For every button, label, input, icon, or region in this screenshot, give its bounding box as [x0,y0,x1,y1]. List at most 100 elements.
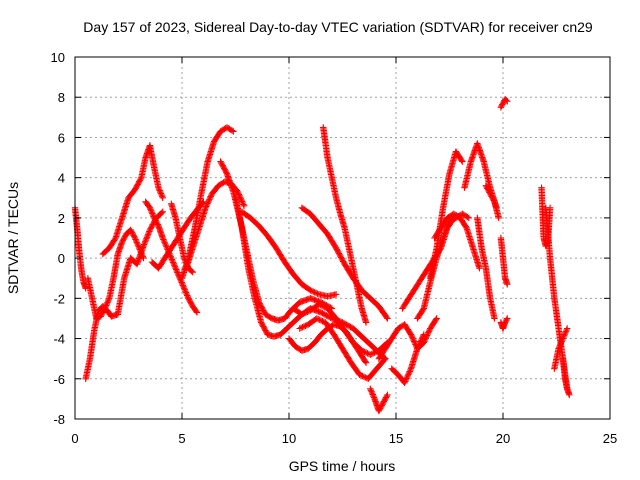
data-point [418,335,426,342]
data-point [409,335,417,342]
data-point [180,283,187,291]
data-point [143,235,150,242]
data-point [495,214,502,222]
data-point [204,200,211,207]
data-point [442,228,449,236]
data-point [142,238,149,245]
data-point [407,366,414,374]
data-point [137,247,144,255]
data-point [403,373,411,381]
data-point [160,237,168,245]
data-point [240,202,248,210]
data-point [418,336,425,344]
data-point [238,198,246,205]
data-point [404,372,411,379]
data-point [132,236,139,243]
series-arc-28 [497,234,511,288]
x-tick-label: 5 [178,431,185,446]
data-point [425,329,432,336]
data-point [368,389,376,397]
data-point [311,289,318,296]
data-point [556,342,564,349]
data-point [140,241,148,248]
data-point [160,236,167,243]
data-point [403,375,410,382]
data-point [183,292,191,299]
data-point [503,97,510,104]
series-arc-18 [367,385,391,415]
data-point [442,227,450,234]
y-tick-label: 0 [58,251,65,266]
data-point [361,348,368,356]
data-point [104,299,111,306]
data-point [362,349,370,356]
data-point [102,303,109,311]
data-point [149,210,156,217]
data-point [419,332,427,340]
data-point [301,309,308,317]
data-point [441,231,448,239]
series-arc-05 [142,198,201,316]
chart-title: Day 157 of 2023, Sidereal Day-to-day VTE… [83,19,593,35]
data-point [133,239,140,246]
data-point [297,324,305,332]
data-point [405,371,412,378]
y-tick-label: 10 [51,50,65,65]
data-point [104,298,112,305]
data-point [156,187,163,194]
data-point [383,314,390,321]
data-point [228,127,236,134]
series-arc-26 [474,214,498,322]
data-point [462,223,470,230]
data-point [193,309,201,316]
data-points [71,96,573,415]
data-point [560,332,568,339]
data-point [148,208,155,216]
data-point [367,387,375,394]
data-point [203,201,211,209]
data-point [419,334,426,341]
series-arc-03 [84,226,147,322]
data-point [101,306,108,313]
x-tick-label: 20 [496,431,510,446]
data-point [302,309,310,316]
data-point [169,257,176,265]
data-point [139,253,147,260]
data-point [402,378,409,385]
data-point [93,315,100,322]
data-point [417,338,424,345]
data-point [171,262,178,269]
data-point [307,287,314,294]
data-point [131,234,139,242]
series-arc-10 [217,158,335,324]
data-point [103,300,110,308]
data-point [202,203,210,210]
data-point [320,303,327,310]
data-point [182,289,190,296]
data-point [155,185,163,193]
data-point [140,242,147,250]
data-point [189,268,196,276]
data-point [240,201,247,208]
data-point [443,224,451,231]
data-point [560,333,567,341]
data-point [557,341,564,348]
y-tick-label: 4 [58,171,65,186]
data-point [181,286,188,293]
data-point [137,175,144,183]
data-point [381,356,388,363]
series-arc-20 [388,331,428,386]
data-point [384,315,391,322]
data-point [134,241,142,249]
x-tick-label: 10 [282,431,296,446]
data-point [162,241,169,249]
y-tick-label: -8 [53,412,65,427]
data-point [408,332,415,340]
data-point [146,204,154,212]
data-point [316,316,323,323]
data-point [82,285,89,292]
data-point [163,243,170,250]
data-point [315,301,323,308]
data-point [150,213,157,220]
data-point [359,348,367,355]
